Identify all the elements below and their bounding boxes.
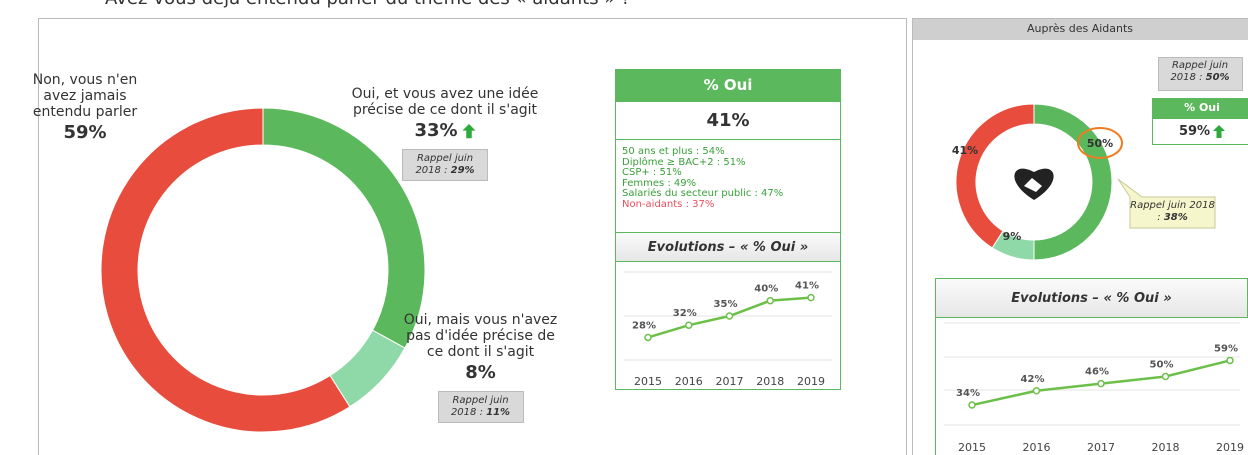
point bbox=[807, 293, 815, 302]
aidants-recall-text: Rappel juin 2018 : bbox=[1170, 60, 1229, 83]
evolution-title: Evolutions – « % Oui » bbox=[935, 278, 1248, 318]
up-arrow bbox=[1213, 124, 1226, 138]
point bbox=[644, 333, 652, 342]
value-row: 8% bbox=[465, 362, 496, 383]
detail-line: Femmes : 49% bbox=[622, 177, 697, 189]
value-label: 46% bbox=[1085, 367, 1109, 378]
value-row: 59% bbox=[63, 122, 106, 143]
question: Avez-vous déjà entendu parler du thème d… bbox=[105, 0, 631, 9]
aidants-oui-header: % Oui bbox=[1184, 101, 1220, 114]
summary-details: 50 ans et plus : 54% Diplôme ≥ BAC+2 : 51… bbox=[622, 146, 837, 210]
value-label: 40% bbox=[754, 284, 778, 295]
x-tick-label: 2018 bbox=[1152, 441, 1180, 454]
donut-segment bbox=[955, 103, 1035, 249]
up-arrow bbox=[461, 123, 476, 138]
aidants-header-bg bbox=[912, 18, 1248, 40]
highlight-ring bbox=[1077, 127, 1123, 159]
x-tick-label: 2015 bbox=[958, 441, 986, 454]
category-block: Non, vous n'en avez jamais entendu parle… bbox=[15, 72, 155, 143]
aidants-oui-value: 59% bbox=[1178, 124, 1211, 139]
x-tick-label: 2019 bbox=[1216, 441, 1244, 454]
point bbox=[685, 321, 693, 329]
hands-icon bbox=[1024, 178, 1042, 192]
detail-line: Diplôme ≥ BAC+2 : 51% bbox=[622, 156, 746, 168]
point bbox=[1097, 379, 1105, 388]
aidants-title: Auprès des Aidants bbox=[1026, 22, 1134, 35]
point bbox=[1226, 356, 1234, 365]
x-tick-label: 2017 bbox=[1087, 441, 1115, 454]
x-tick-label: 2016 bbox=[1023, 441, 1051, 454]
value-label: 59% bbox=[1214, 343, 1238, 354]
aidants-recall-value: 50% bbox=[1205, 72, 1230, 83]
x-tick-label: 2016 bbox=[675, 375, 703, 388]
donut-segment bbox=[100, 107, 351, 433]
value-label: 8% bbox=[465, 362, 496, 383]
aidants-frame bbox=[912, 18, 1248, 455]
up-arrow-icon bbox=[461, 123, 476, 138]
aidants-recall: Rappel juin 2018 : 50% bbox=[1158, 60, 1242, 84]
callout-bg bbox=[1117, 178, 1216, 229]
value-label: 50% bbox=[1087, 137, 1113, 150]
recall-value: 38% bbox=[1163, 212, 1188, 223]
detail-line: CSP+ : 51% bbox=[622, 167, 682, 178]
point bbox=[1161, 372, 1170, 381]
value-label: 35% bbox=[714, 299, 738, 310]
value-label: 50% bbox=[1150, 360, 1174, 371]
x-tick-label: 2015 bbox=[634, 375, 662, 388]
recall-value: 29% bbox=[450, 165, 475, 176]
recall-value: 11% bbox=[486, 407, 511, 418]
value-label: 28% bbox=[632, 320, 656, 331]
category-block: Oui, et vous avez une idée précise de ce… bbox=[325, 86, 565, 181]
recall-text: Rappel juin 2018 : bbox=[1130, 200, 1215, 223]
value-label: 9% bbox=[1003, 230, 1022, 243]
value-label: 59% bbox=[63, 122, 107, 143]
main-frame bbox=[38, 18, 907, 455]
recall-box: Rappel juin 2018 : 29% bbox=[402, 149, 488, 181]
value-label: 41% bbox=[952, 144, 978, 157]
recall-box: Rappel juin 2018 : 11% bbox=[437, 391, 524, 423]
recall-text: Rappel juin 2018 : bbox=[450, 395, 509, 418]
up-arrow bbox=[1213, 124, 1226, 138]
value-label: 34% bbox=[956, 388, 980, 399]
category-label: Oui, mais vous n'avez pas d'idée précise… bbox=[403, 312, 558, 360]
category-label: Non, vous n'en avez jamais entendu parle… bbox=[32, 72, 138, 120]
detail-line: Non-aidants : 37% bbox=[622, 198, 715, 210]
value-label: 42% bbox=[1021, 374, 1045, 385]
value-label: 41% bbox=[795, 281, 819, 292]
summary-value: 41% bbox=[706, 110, 750, 131]
point bbox=[766, 296, 774, 305]
aidants-oui: 59% bbox=[1152, 118, 1248, 145]
detail-line: 50 ans et plus : 54% bbox=[622, 146, 725, 157]
point bbox=[968, 401, 976, 409]
x-tick-label: 2019 bbox=[797, 375, 825, 388]
point bbox=[1032, 387, 1041, 395]
summary-value-bg bbox=[615, 101, 841, 140]
aidants-recall-bg bbox=[1158, 57, 1243, 91]
value-label: 33% bbox=[414, 120, 458, 141]
category-block: Oui, mais vous n'avez pas d'idée précise… bbox=[398, 312, 563, 423]
summary-header: % Oui bbox=[703, 76, 753, 94]
summary-header-bg bbox=[615, 69, 841, 101]
x-tick-label: 2017 bbox=[716, 375, 744, 388]
category-label: Oui, et vous avez une idée précise de ce… bbox=[351, 86, 539, 118]
evolution-title: Evolutions – « % Oui » bbox=[615, 232, 841, 262]
recall-text: Rappel juin 2018 : bbox=[415, 153, 474, 176]
point bbox=[725, 312, 734, 320]
recall-box: Rappel juin 2018 : 38% bbox=[1130, 200, 1215, 224]
value-row: 33% bbox=[414, 120, 476, 141]
aidants-oui-value-bg bbox=[1152, 118, 1248, 145]
aidants-oui-bg bbox=[1152, 98, 1248, 118]
x-tick-label: 2018 bbox=[756, 375, 784, 388]
detail-line: Salariés du secteur public : 47% bbox=[622, 188, 784, 199]
value-label: 32% bbox=[673, 308, 697, 319]
